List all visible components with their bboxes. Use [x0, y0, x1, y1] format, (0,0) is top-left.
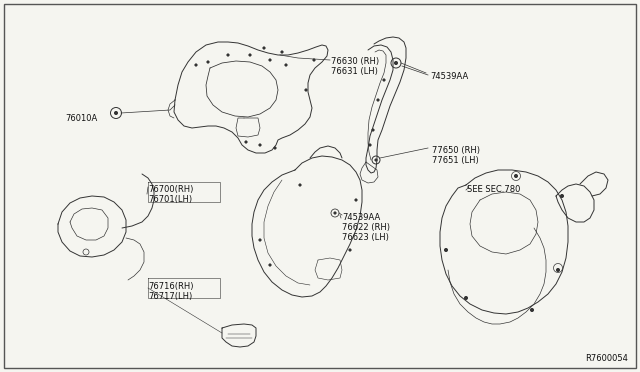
Circle shape [515, 175, 517, 177]
Text: 77650 (RH): 77650 (RH) [432, 146, 480, 155]
Circle shape [273, 147, 276, 150]
Circle shape [207, 61, 209, 64]
Text: R7600054: R7600054 [585, 354, 628, 363]
Circle shape [530, 308, 534, 312]
Circle shape [465, 297, 467, 299]
Circle shape [349, 249, 351, 251]
Circle shape [378, 99, 379, 100]
Text: 76700(RH): 76700(RH) [148, 185, 193, 194]
Text: 76701(LH): 76701(LH) [148, 195, 192, 204]
Text: 74539AA: 74539AA [342, 213, 380, 222]
Circle shape [227, 54, 230, 57]
Circle shape [349, 248, 351, 251]
Text: 76623 (LH): 76623 (LH) [342, 233, 389, 242]
Circle shape [248, 54, 252, 57]
Circle shape [394, 61, 398, 65]
Circle shape [371, 128, 374, 131]
Circle shape [531, 309, 532, 311]
Circle shape [245, 141, 246, 142]
Circle shape [285, 64, 287, 67]
Circle shape [561, 195, 563, 197]
Circle shape [259, 144, 262, 147]
Circle shape [560, 194, 564, 198]
Circle shape [285, 64, 287, 65]
Text: SEE SEC.780: SEE SEC.780 [467, 185, 520, 194]
Circle shape [262, 46, 266, 49]
Circle shape [269, 58, 271, 61]
Circle shape [227, 54, 228, 55]
Text: 77651 (LH): 77651 (LH) [432, 156, 479, 165]
Circle shape [355, 199, 356, 201]
Text: 76010A: 76010A [66, 114, 98, 123]
Circle shape [355, 199, 358, 202]
Circle shape [114, 111, 118, 115]
Circle shape [207, 61, 209, 62]
Circle shape [314, 60, 315, 61]
Circle shape [269, 263, 271, 266]
Circle shape [369, 144, 371, 145]
Text: 76631 (LH): 76631 (LH) [331, 67, 378, 76]
Circle shape [269, 60, 271, 61]
Text: 76717(LH): 76717(LH) [148, 292, 192, 301]
Circle shape [195, 64, 198, 67]
Circle shape [298, 183, 301, 186]
Circle shape [195, 64, 196, 65]
Circle shape [445, 249, 447, 251]
Text: 76716(RH): 76716(RH) [148, 282, 193, 291]
Circle shape [115, 112, 116, 114]
Circle shape [305, 89, 307, 92]
Circle shape [259, 144, 260, 145]
Circle shape [312, 58, 316, 61]
Circle shape [334, 212, 335, 214]
Circle shape [557, 269, 559, 271]
Circle shape [396, 62, 397, 64]
Circle shape [305, 89, 307, 91]
Circle shape [369, 144, 371, 147]
Circle shape [280, 51, 284, 54]
Circle shape [259, 238, 262, 241]
Circle shape [244, 141, 248, 144]
Circle shape [444, 248, 448, 252]
Circle shape [250, 54, 251, 55]
Circle shape [275, 147, 276, 148]
Circle shape [514, 174, 518, 178]
Text: 76622 (RH): 76622 (RH) [342, 223, 390, 232]
Circle shape [464, 296, 468, 300]
Circle shape [383, 78, 385, 81]
Circle shape [374, 158, 378, 161]
Circle shape [259, 240, 260, 241]
Circle shape [383, 79, 385, 81]
Circle shape [376, 99, 380, 102]
Circle shape [372, 129, 374, 131]
Text: 76630 (RH): 76630 (RH) [331, 57, 379, 66]
Circle shape [282, 51, 283, 52]
Text: 74539AA: 74539AA [430, 72, 468, 81]
Circle shape [269, 264, 271, 266]
Circle shape [300, 185, 301, 186]
Circle shape [556, 268, 560, 272]
Circle shape [333, 212, 337, 215]
